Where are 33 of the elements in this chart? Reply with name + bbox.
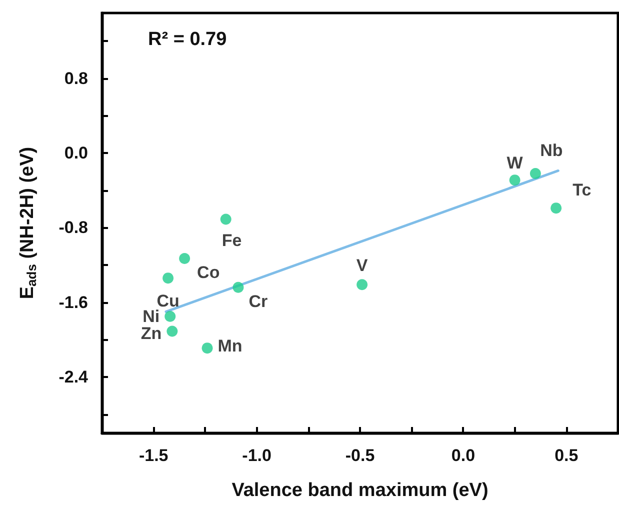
data-label: V [356,256,368,276]
x-tick-label: -1.5 [138,446,168,465]
point [550,202,562,214]
data-label: Fe [222,230,242,250]
y-axis-title: Eads (NH-2H) (eV) [17,146,39,300]
x-axis-title: Valence band maximum (eV) [232,480,488,501]
point [356,279,368,290]
x-tick-label: -0.5 [345,446,375,465]
point [530,168,541,180]
x-tick-label: 0.5 [554,446,578,465]
y-tick-label: 0.8 [64,68,88,88]
y-tick-label: -1.6 [58,292,88,312]
data-label: W [506,154,524,173]
data-label: Nb [540,141,563,160]
data-label: Co [197,262,220,282]
data-label: Mn [218,336,242,356]
point [232,282,244,293]
y-tick-label: 0.0 [64,144,88,162]
annotation: R² = 0.79 [148,29,227,50]
data-label: Zn [140,324,162,343]
point [220,214,232,225]
x-tick-label: -1.0 [242,446,272,465]
point [164,310,176,322]
data-label: Tc [572,180,592,200]
y-tick-label: -2.4 [58,368,89,386]
point [162,272,174,284]
point [166,326,178,337]
x-tick-label: 0.0 [451,446,476,465]
point [509,174,520,186]
data-label: Cr [248,292,268,311]
point [202,342,213,354]
y-tick-label: -0.8 [58,218,88,238]
point [179,252,190,264]
